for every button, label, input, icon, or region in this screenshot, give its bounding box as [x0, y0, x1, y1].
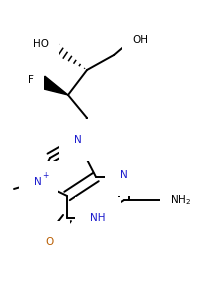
Text: NH: NH	[90, 213, 106, 223]
Text: NH$_2$: NH$_2$	[170, 193, 191, 207]
Text: O: O	[46, 237, 54, 247]
Text: +: +	[42, 171, 48, 180]
Text: OH: OH	[132, 35, 148, 45]
Text: F: F	[28, 75, 34, 85]
Text: N: N	[120, 170, 128, 180]
Polygon shape	[39, 76, 68, 95]
Text: N: N	[74, 135, 82, 145]
Text: N: N	[34, 177, 42, 187]
Text: HO: HO	[33, 39, 49, 49]
